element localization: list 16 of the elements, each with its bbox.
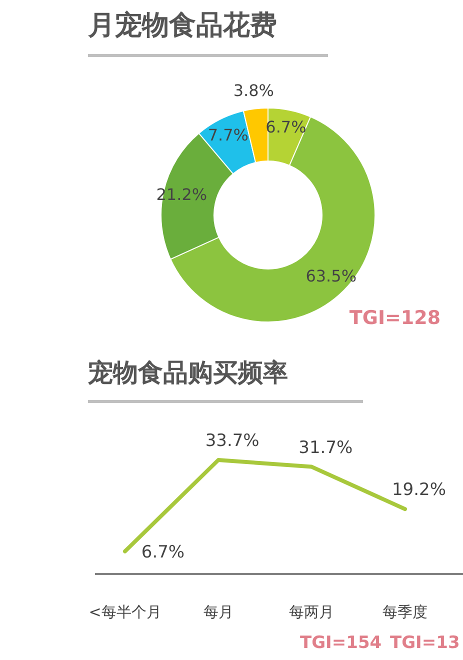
- data-label: 31.7%: [298, 438, 353, 458]
- data-label: 19.2%: [392, 480, 446, 500]
- data-label: 3.8%: [233, 81, 274, 100]
- chart-title: 宠物食品购买频率: [87, 358, 288, 387]
- x-tick-label: 每两月: [289, 603, 334, 621]
- text: TGI=128: [349, 307, 441, 329]
- data-label: 33.7%: [205, 431, 260, 451]
- x-tick-label: 每季度: [382, 603, 428, 621]
- text: TGI=154: [300, 633, 382, 653]
- text: TGI=13: [390, 633, 460, 653]
- data-label: 7.7%: [208, 125, 248, 144]
- chart-title: 月宠物食品花费: [87, 10, 277, 41]
- data-label: 63.5%: [306, 266, 357, 286]
- x-tick-label: 每月: [203, 603, 234, 621]
- data-label: 6.7%: [141, 542, 185, 562]
- x-tick-label: <每半个月: [88, 603, 162, 621]
